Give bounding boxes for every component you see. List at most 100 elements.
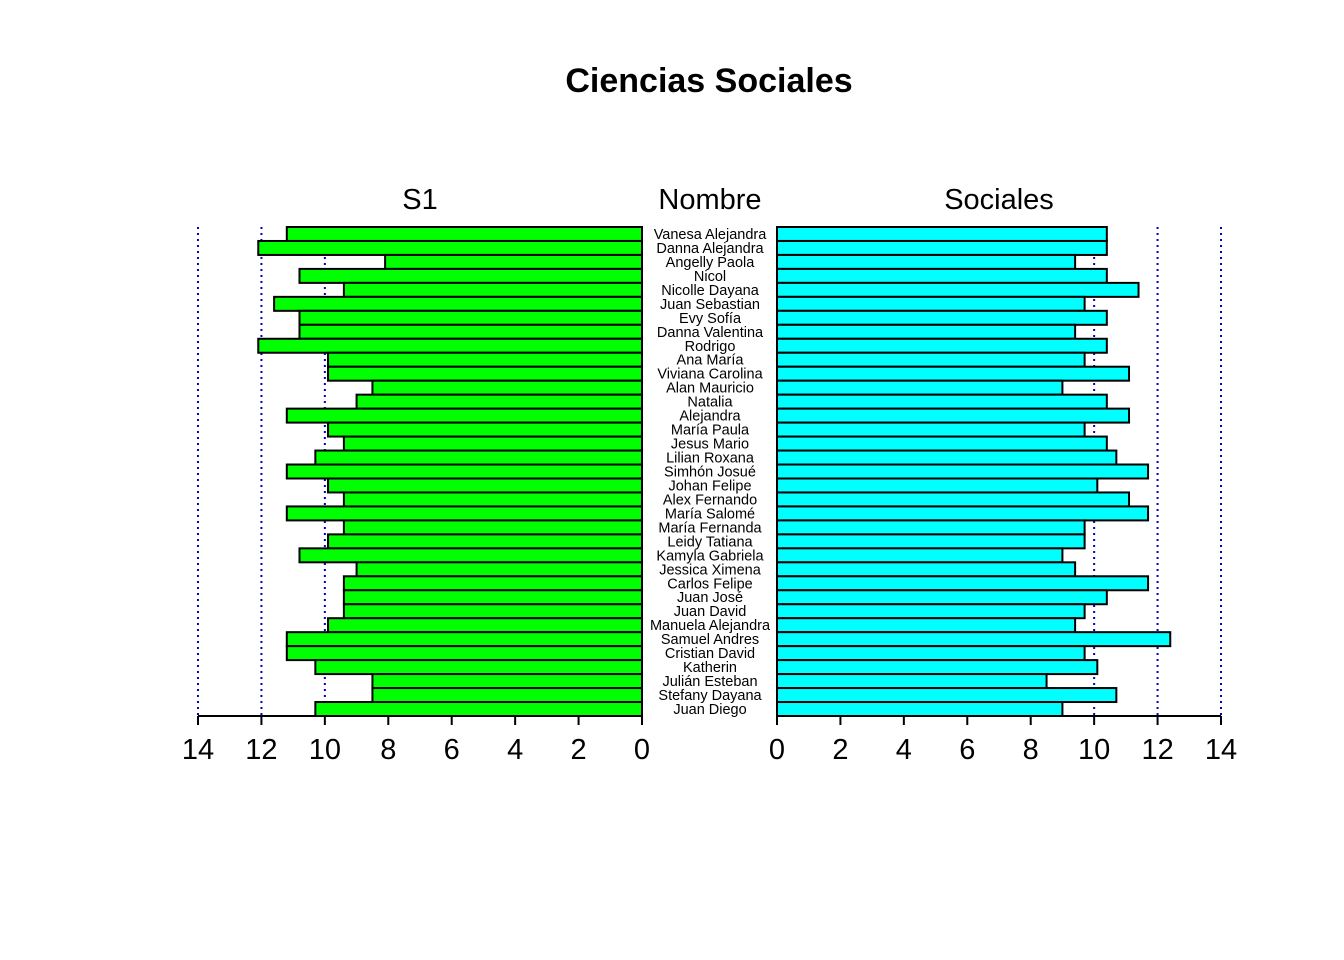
bar-s1 (314, 659, 643, 676)
bar-sociales (776, 226, 1108, 242)
category-label: Kamyla Gabriela (656, 548, 764, 564)
category-label: Manuela Alejandra (650, 618, 771, 634)
category-label: Natalia (687, 395, 733, 411)
bar-s1 (371, 673, 643, 690)
bar-s1 (342, 589, 643, 606)
category-label: Rodrigo (685, 339, 736, 355)
bar-s1 (298, 323, 643, 340)
left-tick-label: 6 (444, 734, 460, 766)
bar-sociales (776, 617, 1077, 634)
bar-sociales (776, 253, 1077, 270)
bar-s1 (314, 449, 643, 466)
bar-s1 (285, 226, 643, 242)
category-label: Juan Diego (673, 702, 746, 718)
bar-s1 (342, 519, 643, 536)
category-label: Alejandra (679, 409, 741, 425)
right-tick-label: 6 (959, 734, 975, 766)
center-panel-label: Nombre (658, 184, 761, 216)
category-label: Stefany Dayana (658, 688, 762, 704)
bar-sociales (776, 449, 1118, 466)
bar-s1 (384, 253, 643, 270)
bar-sociales (776, 379, 1064, 396)
left-tick-label: 12 (245, 734, 277, 766)
bar-s1 (327, 533, 643, 550)
bar-s1 (257, 239, 643, 256)
category-label: Johan Felipe (668, 478, 751, 494)
bar-s1 (342, 281, 643, 298)
bar-s1 (314, 701, 643, 717)
bar-s1 (298, 267, 643, 284)
category-label: Leidy Tatiana (667, 534, 753, 550)
bar-s1 (355, 561, 643, 578)
category-label: Juan José (677, 590, 743, 606)
category-label: Cristian David (665, 646, 755, 662)
bar-s1 (298, 547, 643, 564)
bar-sociales (776, 267, 1108, 284)
bar-sociales (776, 351, 1086, 368)
category-label: Juan David (674, 604, 747, 620)
bar-sociales (776, 421, 1086, 438)
right-tick-label: 10 (1078, 734, 1110, 766)
category-label: María Fernanda (658, 520, 762, 536)
chart-title: Ciencias Sociales (565, 62, 852, 100)
category-label: María Paula (671, 423, 750, 439)
bar-s1 (342, 575, 643, 592)
bar-sociales (776, 589, 1108, 606)
bar-sociales (776, 337, 1108, 354)
bar-s1 (327, 617, 643, 634)
bar-s1 (342, 435, 643, 452)
category-label: Danna Valentina (657, 325, 764, 341)
bar-s1 (273, 295, 643, 312)
category-label: Alan Mauricio (666, 381, 754, 397)
bar-sociales (776, 295, 1086, 312)
bar-s1 (342, 491, 643, 508)
category-label: Lilian Roxana (666, 451, 755, 467)
right-tick-label: 4 (896, 734, 912, 766)
bar-sociales (776, 491, 1131, 508)
category-label: Jessica Ximena (659, 562, 761, 578)
bar-sociales (776, 505, 1150, 522)
right-tick-label: 12 (1141, 734, 1173, 766)
bar-sociales (776, 547, 1064, 564)
bar-s1 (327, 351, 643, 368)
right-panel-label: Sociales (944, 184, 1054, 216)
bar-sociales (776, 519, 1086, 536)
bar-sociales (776, 561, 1077, 578)
right-tick-label: 14 (1205, 734, 1237, 766)
bar-sociales (776, 309, 1108, 326)
category-label: Ana María (677, 353, 745, 369)
category-label: Julián Esteban (662, 674, 757, 690)
category-label: Vanesa Alejandra (654, 227, 768, 243)
left-tick-label: 10 (309, 734, 341, 766)
bar-s1 (371, 687, 643, 704)
bar-sociales (776, 407, 1131, 424)
category-label: Danna Alejandra (656, 241, 764, 257)
bar-sociales (776, 281, 1140, 298)
bar-sociales (776, 533, 1086, 550)
category-label: María Salomé (665, 506, 755, 522)
category-label: Jesus Mario (671, 437, 749, 453)
bar-s1 (342, 603, 643, 620)
category-label: Evy Sofía (679, 311, 742, 327)
category-label: Nicolle Dayana (661, 283, 759, 299)
right-tick-label: 0 (769, 734, 785, 766)
bar-s1 (298, 309, 643, 326)
left-tick-label: 8 (380, 734, 396, 766)
left-tick-label: 4 (507, 734, 523, 766)
bar-s1 (371, 379, 643, 396)
left-tick-label: 14 (182, 734, 214, 766)
bar-sociales (776, 365, 1131, 382)
bar-sociales (776, 323, 1077, 340)
bar-s1 (257, 337, 643, 354)
bar-s1 (285, 631, 643, 648)
left-panel-label: S1 (402, 184, 437, 216)
bar-s1 (285, 645, 643, 662)
right-tick-label: 8 (1023, 734, 1039, 766)
bar-sociales (776, 659, 1099, 676)
bar-sociales (776, 393, 1108, 410)
category-label: Nicol (694, 269, 726, 285)
bar-s1 (327, 421, 643, 438)
category-label: Angelly Paola (666, 255, 756, 271)
bar-sociales (776, 435, 1108, 452)
